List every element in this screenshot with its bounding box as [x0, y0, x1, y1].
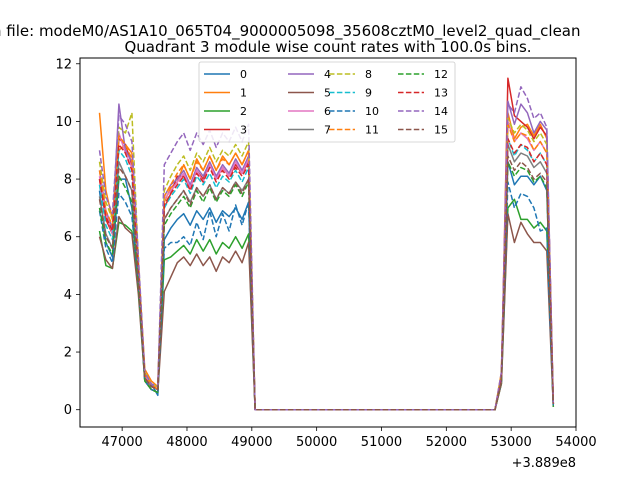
- y-tick-label: 6: [64, 230, 72, 245]
- axes-frame: [79, 57, 577, 428]
- legend-label-9: 9: [365, 87, 372, 100]
- x-tick-label: 50000: [296, 435, 337, 450]
- x-tick-label: 49000: [231, 435, 272, 450]
- y-tick-label: 12: [55, 57, 72, 72]
- y-tick-label: 8: [64, 173, 72, 188]
- y-tick-label: 10: [55, 115, 72, 130]
- legend-label-1: 1: [240, 87, 247, 100]
- x-tick-label: 48000: [166, 435, 207, 450]
- plot-area: 47000 48000 49000 50000 51000 52000 53000 54000…: [55, 57, 596, 471]
- x-axis: 47000 48000 49000 50000 51000 52000 53000 54000: [101, 427, 597, 450]
- x-offset-label: +3.889e8: [512, 456, 576, 471]
- series-line-15: [98, 155, 555, 411]
- legend-label-12: 12: [434, 68, 448, 81]
- y-tick-label: 2: [64, 346, 72, 361]
- legend-label-14: 14: [434, 105, 448, 118]
- series-line-13: [98, 137, 555, 411]
- legend-label-2: 2: [240, 105, 247, 118]
- y-tick-label: 4: [64, 288, 72, 303]
- legend-label-8: 8: [365, 68, 372, 81]
- legend-label-15: 15: [434, 124, 448, 137]
- x-tick-label: 47000: [101, 435, 142, 450]
- legend-label-11: 11: [365, 124, 379, 137]
- x-tick-label: 53000: [490, 435, 531, 450]
- legend-box: [198, 61, 456, 143]
- legend-label-3: 3: [240, 124, 247, 137]
- x-tick-label: 54000: [555, 435, 596, 450]
- legend-label-0: 0: [240, 68, 247, 81]
- legend-label-5: 5: [324, 87, 331, 100]
- legend-label-4: 4: [324, 68, 331, 81]
- figure-suptitle: n file: modeM0/AS1A10_065T04_9000005098_…: [0, 22, 581, 41]
- x-tick-label: 52000: [426, 435, 467, 450]
- x-tick-label: 51000: [361, 435, 402, 450]
- chart-title: Quadrant 3 module wise count rates with …: [124, 38, 531, 56]
- legend-label-6: 6: [324, 105, 331, 118]
- legend-label-13: 13: [434, 87, 448, 100]
- series-line-12: [98, 161, 555, 411]
- y-axis: 0 2 4 6 8 10 12: [55, 57, 80, 418]
- series-line-5: [98, 212, 555, 411]
- legend-label-10: 10: [365, 105, 379, 118]
- y-tick-label: 0: [64, 403, 72, 418]
- legend-label-7: 7: [324, 124, 331, 137]
